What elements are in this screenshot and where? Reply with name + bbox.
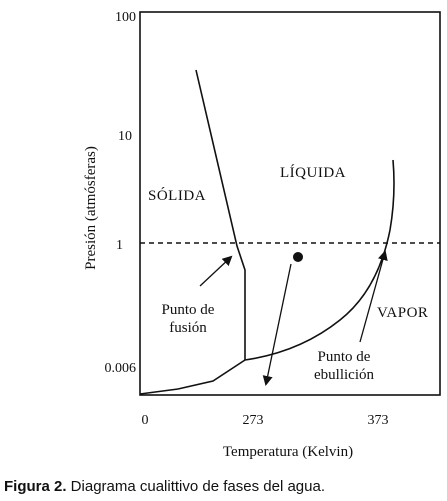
region-label-solid: SÓLIDA	[148, 187, 206, 204]
melting-point-label-line2: fusión	[169, 320, 207, 336]
y-tick-label: 10	[118, 129, 132, 144]
melting-point-arrow	[199, 255, 233, 287]
boiling-point-label-line1: Punto de	[318, 349, 371, 365]
x-tick-label: 273	[243, 413, 264, 428]
y-axis-title: Presión (atmósferas)	[83, 146, 99, 270]
x-tick-label: 0	[142, 413, 149, 428]
x-tick-label: 373	[368, 413, 389, 428]
state-point-dot	[293, 252, 303, 262]
x-axis-title: Temperatura (Kelvin)	[223, 444, 353, 460]
fusion-curve	[195, 69, 246, 360]
process-arrow	[262, 263, 292, 386]
boiling-point-arrow	[359, 250, 388, 343]
caption-text: Diagrama cualittivo de fases del agua.	[66, 478, 325, 495]
boiling-point-label-line2: ebullición	[314, 367, 374, 383]
figure-caption: Figura 2. Diagrama cualittivo de fases d…	[4, 478, 447, 495]
y-tick-label: 0.006	[105, 361, 137, 376]
vaporization-curve	[244, 159, 395, 361]
region-label-vapor: VAPOR	[377, 305, 428, 321]
caption-label: Figura 2.	[4, 478, 67, 495]
sublimation-curve	[139, 359, 246, 395]
melting-point-label-line1: Punto de	[162, 302, 215, 318]
y-tick-label: 1	[116, 238, 123, 253]
y-tick-label: 100	[115, 10, 136, 25]
plot-frame	[139, 11, 441, 396]
region-label-liquid: LÍQUIDA	[280, 164, 346, 181]
